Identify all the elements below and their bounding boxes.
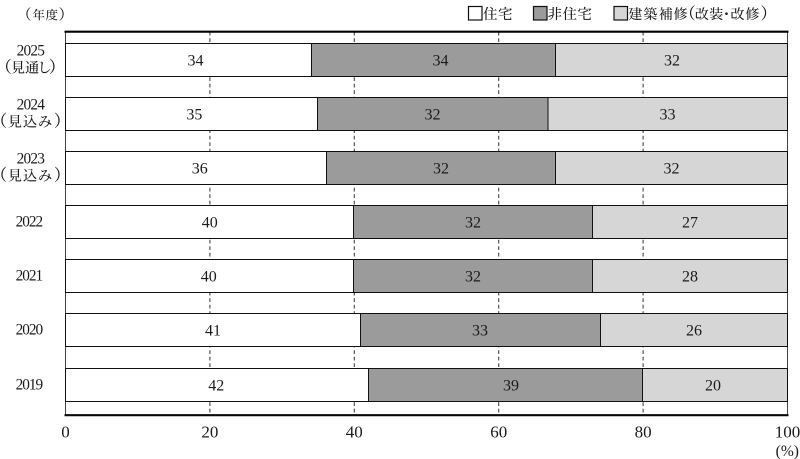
- svg-text:40: 40: [201, 269, 217, 286]
- svg-text:80: 80: [635, 422, 652, 441]
- svg-text:2024: 2024: [17, 96, 46, 113]
- svg-text:2022: 2022: [16, 214, 44, 231]
- svg-text:32: 32: [465, 269, 481, 286]
- svg-text:32: 32: [433, 161, 449, 178]
- svg-text:2021: 2021: [16, 268, 44, 285]
- svg-text:41: 41: [205, 323, 221, 340]
- svg-text:32: 32: [425, 107, 441, 124]
- svg-text:(%): (%): [776, 443, 799, 459]
- svg-text:2020: 2020: [16, 322, 44, 339]
- svg-text:42: 42: [208, 378, 224, 395]
- svg-text:100: 100: [775, 422, 800, 441]
- svg-text:60: 60: [490, 422, 507, 441]
- svg-text:39: 39: [503, 378, 519, 395]
- svg-text:28: 28: [682, 269, 698, 286]
- svg-text:33: 33: [660, 107, 676, 124]
- svg-text:32: 32: [465, 215, 481, 232]
- svg-text:40: 40: [346, 422, 363, 441]
- svg-text:33: 33: [472, 323, 488, 340]
- svg-text:20: 20: [705, 378, 721, 395]
- svg-text:2023: 2023: [17, 150, 46, 167]
- svg-text:32: 32: [664, 161, 680, 178]
- svg-text:36: 36: [192, 161, 208, 178]
- svg-text:35: 35: [186, 107, 202, 124]
- svg-text:2019: 2019: [16, 377, 44, 394]
- svg-text:2025: 2025: [17, 42, 46, 59]
- svg-text:27: 27: [682, 215, 698, 232]
- svg-text:40: 40: [202, 215, 218, 232]
- svg-text:32: 32: [664, 53, 680, 70]
- svg-text:26: 26: [686, 323, 702, 340]
- svg-text:0: 0: [61, 422, 70, 441]
- svg-text:20: 20: [201, 422, 218, 441]
- svg-text:34: 34: [433, 53, 449, 70]
- svg-text:34: 34: [188, 53, 204, 70]
